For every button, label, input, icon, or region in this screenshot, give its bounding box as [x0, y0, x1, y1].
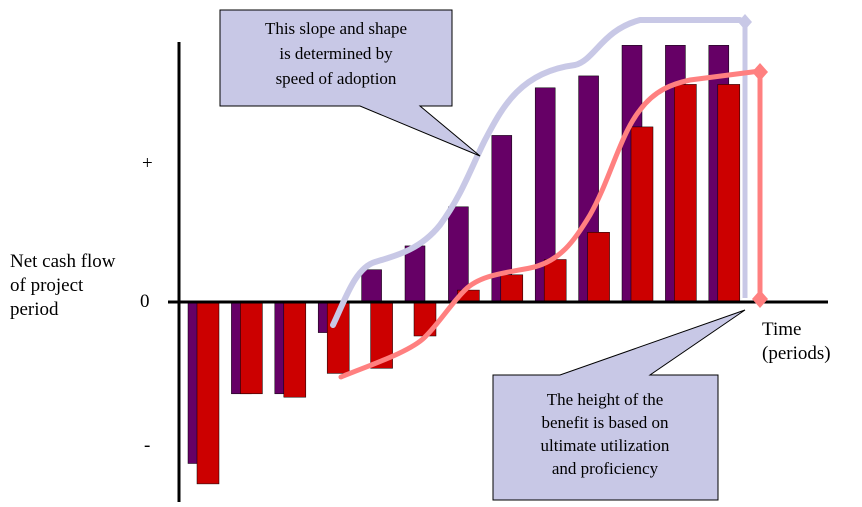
bar-series2-period-9 [543, 259, 567, 303]
adoption-curve-lavender [330, 17, 743, 328]
y-tick-zero: 0 [140, 291, 150, 312]
bar-series1-period-5 [361, 269, 382, 303]
c2text-line-3: ultimate utilization [541, 436, 670, 455]
bar-series2-period-13 [717, 84, 741, 303]
c2text-line-4: and proficiency [552, 459, 659, 478]
bar-series2-period-11 [630, 126, 654, 303]
bar-series2-period-10 [587, 232, 610, 303]
c1text-line-1: This slope and shape [265, 19, 407, 38]
callout-adoption-speed: This slope and shape is determined by spee… [219, 9, 481, 157]
c2text-line-2: benefit is based on [542, 413, 669, 432]
curve-group [330, 14, 768, 380]
adoption-curve-red [338, 68, 763, 380]
bar-series2-period-1 [196, 301, 220, 485]
diamond-marker-red-bottom [752, 290, 768, 308]
callout-benefit-height: The height of the benefit is based on ulti… [492, 309, 746, 501]
bar-series2-period-3 [283, 301, 307, 398]
bar-series1-period-6 [404, 245, 426, 303]
x-axis-label: Time (periods) [762, 319, 831, 364]
y-axis-label: Net cash flow of project period [10, 251, 116, 320]
bar-group [187, 45, 741, 485]
callout-text-adoption-speed: This slope and shape is determined by spee… [265, 19, 407, 88]
bar-series2-period-12 [674, 84, 697, 303]
diamond-marker-lavender-top [738, 14, 752, 30]
callout-box-benefit-height [492, 309, 746, 501]
c1text-line-3: speed of adoption [276, 69, 397, 88]
y-tick-minus: - [144, 435, 151, 456]
bar-series2-period-8 [500, 274, 524, 303]
callout-text-benefit-height: The height of the benefit is based on ulti… [541, 390, 670, 478]
axes [168, 42, 828, 502]
callout-box-adoption-speed [219, 9, 481, 157]
diamond-marker-red-top [752, 63, 768, 81]
y-tick-plus: + [142, 153, 153, 174]
bar-series2-period-2 [240, 301, 263, 395]
c2text-line-1: The height of the [547, 390, 664, 409]
c1text-line-2: is determined by [279, 44, 393, 63]
